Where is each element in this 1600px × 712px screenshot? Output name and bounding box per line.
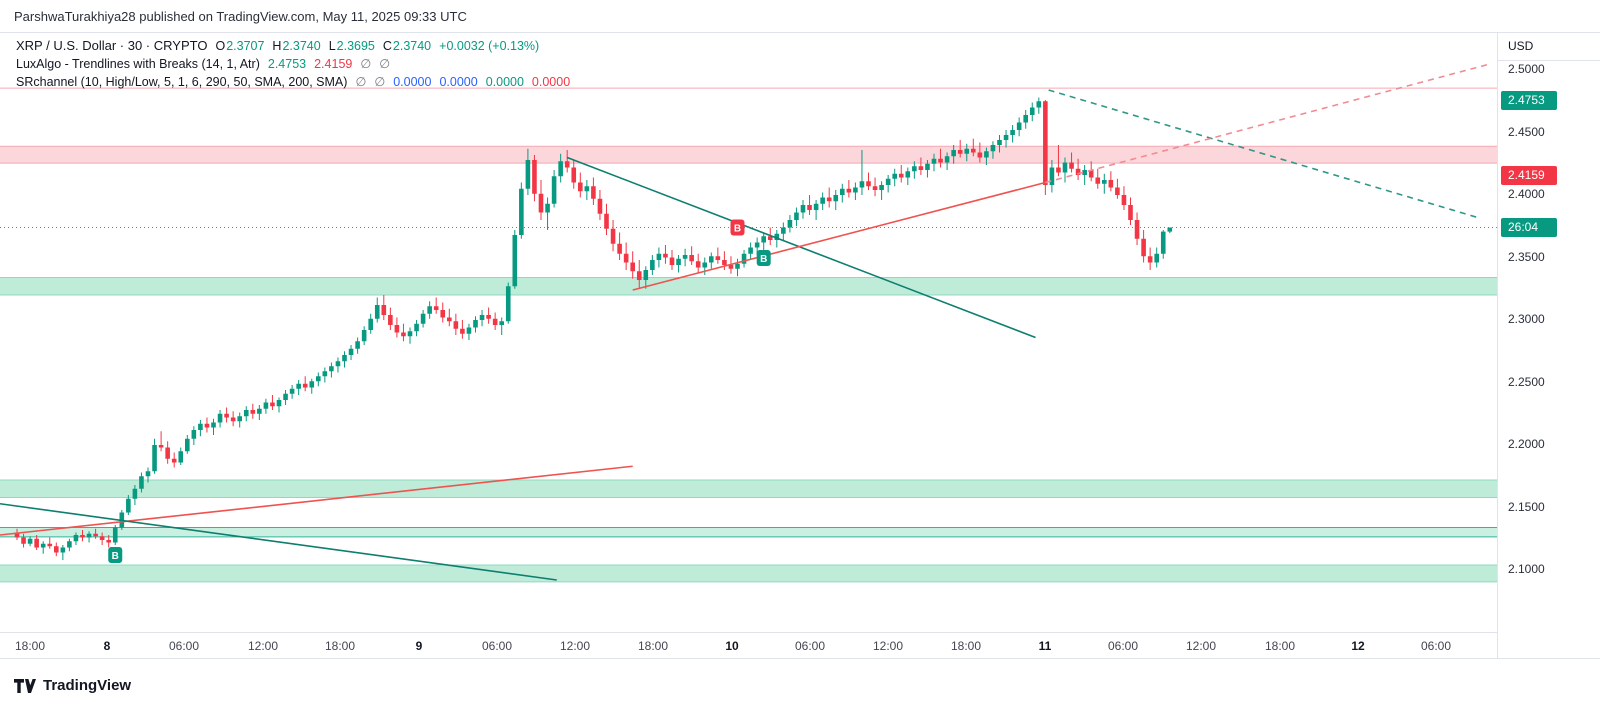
- legend-indicator-trendlines[interactable]: LuxAlgo - Trendlines with Breaks (14, 1,…: [16, 56, 570, 74]
- candlestick-chart[interactable]: B B B: [0, 33, 1497, 632]
- indicator1-upper-value: 2.4753: [267, 57, 307, 71]
- ohlc-close: C 2.3740: [383, 39, 431, 53]
- time-axis-label: 06:00: [794, 639, 826, 653]
- publish-header: ParshwaTurakhiya28 published on TradingV…: [0, 0, 1600, 33]
- currency-label: USD: [1498, 33, 1600, 61]
- time-axis-label: 12:00: [1185, 639, 1217, 653]
- ohlc-high: H 2.3740: [272, 39, 320, 53]
- price-axis-label: 2.1500: [1508, 499, 1545, 514]
- price-axis-label: 2.3000: [1508, 312, 1545, 326]
- time-axis-label: 06:00: [1420, 639, 1452, 653]
- svg-text:B: B: [112, 551, 119, 562]
- bull-break-marker: [756, 250, 771, 266]
- time-axis-label: 12:00: [872, 639, 904, 653]
- time-axis-label: 12:00: [247, 639, 279, 653]
- indicator2-empty-1: ∅: [355, 75, 367, 89]
- time-axis-label: 11: [1038, 639, 1052, 653]
- indicator1-empty-2: ∅: [379, 57, 391, 71]
- indicator2-value-4: 0.0000: [531, 75, 571, 89]
- time-axis-label: 10: [725, 639, 739, 653]
- price-axis-badge: 26:04: [1501, 218, 1557, 237]
- time-axis-label: 12: [1351, 639, 1365, 653]
- price-axis-badge: 2.4159: [1501, 165, 1557, 185]
- close-value: 2.3740: [392, 39, 432, 53]
- legend-symbol-row[interactable]: XRP / U.S. Dollar · 30 · CRYPTO O 2.3707 …: [16, 38, 570, 56]
- ohlc-low: L 2.3695: [329, 39, 375, 53]
- indicator2-value-3: 0.0000: [485, 75, 524, 89]
- low-label: L: [328, 39, 336, 53]
- bull-break-marker: [108, 547, 123, 563]
- high-label: H: [272, 39, 282, 53]
- time-axis-label: 18:00: [950, 639, 982, 653]
- time-axis-label: 06:00: [1107, 639, 1139, 653]
- bear-break-marker: [730, 219, 745, 236]
- time-axis-label: 06:00: [168, 639, 200, 653]
- change-value: +0.0032 (+0.13%): [439, 39, 540, 53]
- indicator1-title: LuxAlgo - Trendlines with Breaks (14, 1,…: [16, 57, 260, 71]
- time-axis-label: 12:00: [559, 639, 591, 653]
- price-axis[interactable]: USD 2.5000 2.4500 2.4000 2.3500 2.3000 2.2500…: [1497, 33, 1600, 658]
- price-axis-label: 2.1000: [1508, 562, 1545, 576]
- indicator2-value-2: 0.0000: [439, 75, 478, 89]
- time-axis[interactable]: 18:00 8 06:00 12:00 18:00 9 06:00 12:00 18:00 10 0…: [0, 632, 1600, 658]
- price-axis-label: 2.2000: [1508, 437, 1545, 451]
- publish-text: ParshwaTurakhiya28 published on TradingV…: [14, 9, 467, 24]
- time-axis-label: 18:00: [1264, 639, 1296, 653]
- time-axis-label: 18:00: [324, 639, 356, 653]
- time-axis-label: 18:00: [637, 639, 669, 653]
- open-value: 2.3707: [226, 39, 265, 53]
- price-axis-badge: 2.4753: [1501, 91, 1557, 111]
- indicator2-title: SRchannel (10, High/Low, 5, 1, 6, 290, 5…: [16, 75, 348, 89]
- time-axis-label: 9: [415, 639, 423, 653]
- symbol-title: XRP / U.S. Dollar · 30 · CRYPTO: [16, 38, 208, 53]
- ohlc-open: O 2.3707: [215, 39, 264, 53]
- open-label: O: [215, 39, 226, 53]
- low-value: 2.3695: [336, 39, 375, 53]
- time-axis-label: 8: [103, 639, 111, 653]
- footer-bar: TradingView: [0, 658, 1600, 712]
- svg-text:B: B: [734, 224, 741, 235]
- indicator2-empty-2: ∅: [374, 75, 386, 89]
- price-axis-label: 2.4000: [1508, 187, 1545, 201]
- brand-text[interactable]: TradingView: [43, 677, 132, 694]
- high-value: 2.3740: [282, 39, 321, 53]
- indicator1-empty-1: ∅: [360, 57, 372, 71]
- time-axis-label: 06:00: [481, 639, 513, 653]
- close-label: C: [382, 39, 392, 53]
- time-axis-label: 18:00: [14, 639, 46, 653]
- chart-legend: XRP / U.S. Dollar · 30 · CRYPTO O 2.3707 …: [16, 38, 570, 92]
- tradingview-logo[interactable]: [14, 678, 36, 694]
- svg-text:B: B: [760, 254, 767, 265]
- legend-indicator-srchannel[interactable]: SRchannel (10, High/Low, 5, 1, 6, 290, 5…: [16, 74, 570, 92]
- indicator1-lower-value: 2.4159: [314, 57, 353, 71]
- indicator2-value-1: 0.0000: [393, 75, 432, 89]
- price-axis-label: 2.3500: [1508, 249, 1545, 264]
- price-axis-label: 2.5000: [1508, 62, 1545, 76]
- price-axis-label: 2.2500: [1508, 374, 1545, 389]
- price-axis-label: 2.4500: [1508, 124, 1545, 139]
